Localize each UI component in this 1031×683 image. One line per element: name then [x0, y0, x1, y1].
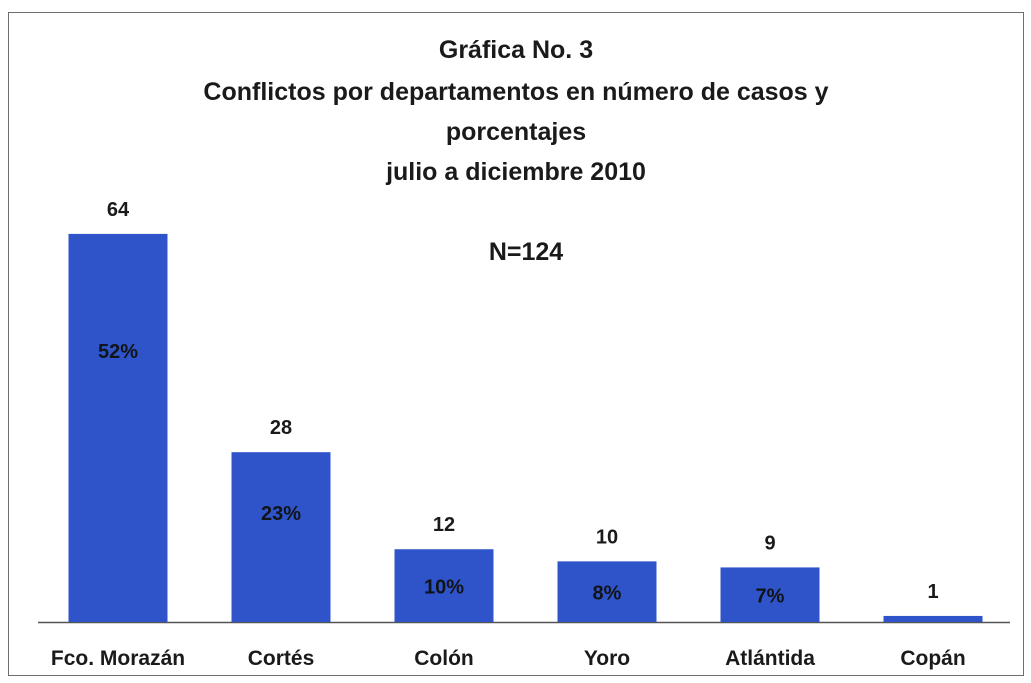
chart-title-line-3: porcentajes — [446, 118, 586, 146]
x-tick-label: Colón — [414, 647, 473, 670]
x-tick-label: Fco. Morazán — [51, 647, 185, 670]
bar — [557, 561, 657, 622]
bar-percent-label: 23% — [261, 503, 301, 525]
sample-size-annotation: N=124 — [489, 238, 563, 266]
plot-area: 64 52% Fco. Morazán 28 23% Cortés 12 10% Colón 10… — [38, 199, 1010, 670]
bar — [883, 615, 983, 622]
bar — [231, 452, 331, 622]
chart-title-line-1: Gráfica No. 3 — [439, 36, 593, 64]
x-tick-label: Yoro — [584, 647, 630, 670]
bar-percent-label: 10% — [424, 577, 464, 599]
bar-value-label: 64 — [107, 199, 130, 221]
bar-value-label: 10 — [596, 526, 618, 548]
bar — [394, 549, 494, 622]
bar-percent-label: 7% — [756, 586, 785, 608]
bar-percent-label: 8% — [593, 583, 622, 605]
bar-percent-label: 52% — [98, 341, 138, 363]
bar — [720, 567, 820, 622]
bar-value-label: 1 — [927, 581, 938, 603]
chart-title-line-2: Conflictos por departamentos en número d… — [203, 78, 828, 106]
chart-frame — [8, 12, 1024, 676]
x-tick-label: Copán — [900, 647, 965, 670]
bar — [68, 233, 168, 622]
bar-value-label: 28 — [270, 417, 292, 439]
bar-value-label: 9 — [764, 532, 775, 554]
chart-title-line-4: julio a diciembre 2010 — [385, 158, 646, 186]
x-tick-label: Atlántida — [725, 647, 815, 670]
x-tick-label: Cortés — [248, 647, 315, 670]
chart-title: Gráfica No. 3 Conflictos por departament… — [203, 36, 828, 186]
bar-value-label: 12 — [433, 514, 455, 536]
